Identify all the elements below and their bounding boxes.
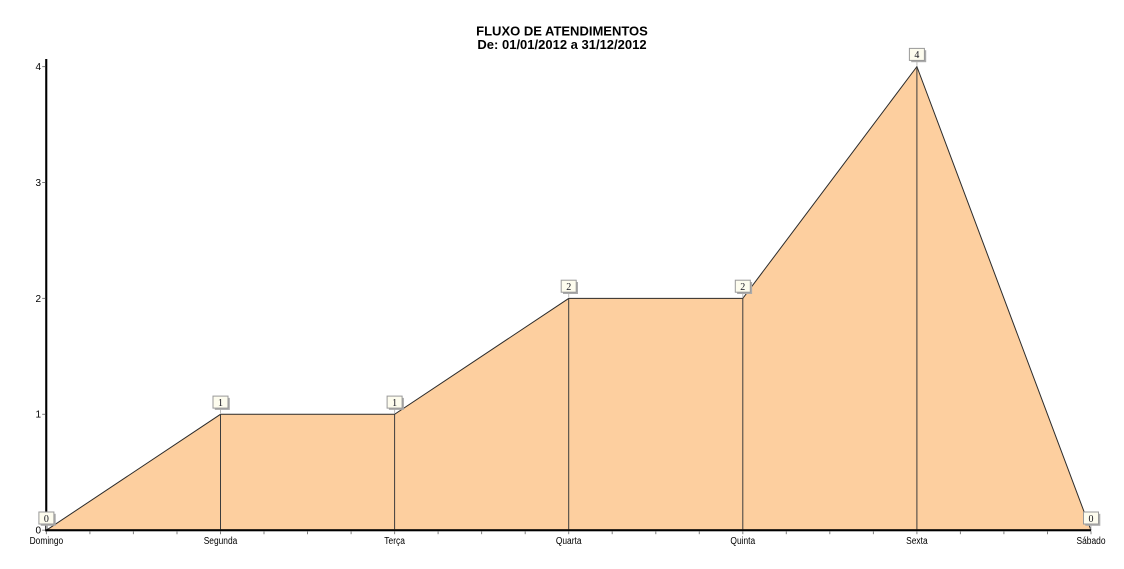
svg-text:2: 2: [740, 282, 745, 293]
svg-text:De: 01/01/2012 a 31/12/2012: De: 01/01/2012 a 31/12/2012: [477, 37, 646, 52]
svg-text:1: 1: [35, 410, 41, 421]
svg-text:2: 2: [35, 294, 41, 305]
svg-text:Sexta: Sexta: [906, 536, 928, 547]
svg-text:FLUXO DE ATENDIMENTOS: FLUXO DE ATENDIMENTOS: [476, 24, 648, 39]
svg-text:1: 1: [392, 398, 397, 409]
svg-text:0: 0: [1089, 514, 1094, 525]
svg-text:3: 3: [35, 178, 41, 189]
svg-text:4: 4: [914, 50, 919, 61]
svg-text:Domingo: Domingo: [30, 536, 64, 547]
svg-text:Segunda: Segunda: [204, 536, 238, 547]
svg-text:Quarta: Quarta: [556, 536, 582, 547]
svg-text:4: 4: [35, 62, 41, 73]
svg-text:2: 2: [566, 282, 571, 293]
svg-text:Sábado: Sábado: [1077, 536, 1106, 547]
svg-text:Terça: Terça: [384, 536, 405, 547]
svg-text:0: 0: [44, 514, 49, 525]
svg-text:1: 1: [218, 398, 223, 409]
svg-text:Quinta: Quinta: [730, 536, 755, 547]
svg-text:0: 0: [35, 526, 41, 537]
